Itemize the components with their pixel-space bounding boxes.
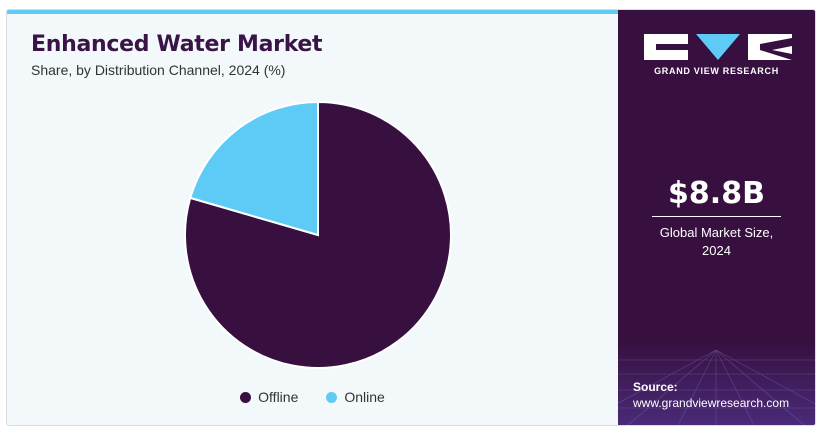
source-label: Source: [633,380,678,394]
pie-chart [184,100,452,369]
legend-label-offline: Offline [258,389,299,405]
legend-label-online: Online [344,389,385,405]
accent-bar [7,10,618,14]
chart-panel: Enhanced Water Market Share, by Distribu… [7,10,618,425]
source-block: Source: www.grandviewresearch.com [633,380,789,410]
market-size-label-line1: Global Market Size, [659,225,774,240]
market-size-label: Global Market Size, 2024 [618,224,815,260]
grand-view-research-logo-icon [644,34,792,60]
market-size-label-line2: 2024 [702,243,731,258]
chart-legend: Offline Online [7,389,618,405]
grid-background-icon [618,340,815,425]
legend-swatch-offline [240,391,252,403]
source-url[interactable]: www.grandviewresearch.com [633,396,790,410]
market-size-value: $8.8B [668,176,765,211]
chart-subtitle: Share, by Distribution Channel, 2024 (%) [31,62,286,78]
chart-title: Enhanced Water Market [31,32,323,57]
legend-item-offline: Offline [240,389,298,405]
legend-swatch-online [326,391,338,403]
info-sidebar: GRAND VIEW RESEARCH $8.8B Global Market … [618,10,815,425]
pie-slice-online [189,100,319,237]
chart-card: Enhanced Water Market Share, by Distribu… [6,9,816,426]
legend-item-online: Online [326,389,385,405]
value-divider [652,216,781,217]
brand-name: GRAND VIEW RESEARCH [654,66,779,76]
